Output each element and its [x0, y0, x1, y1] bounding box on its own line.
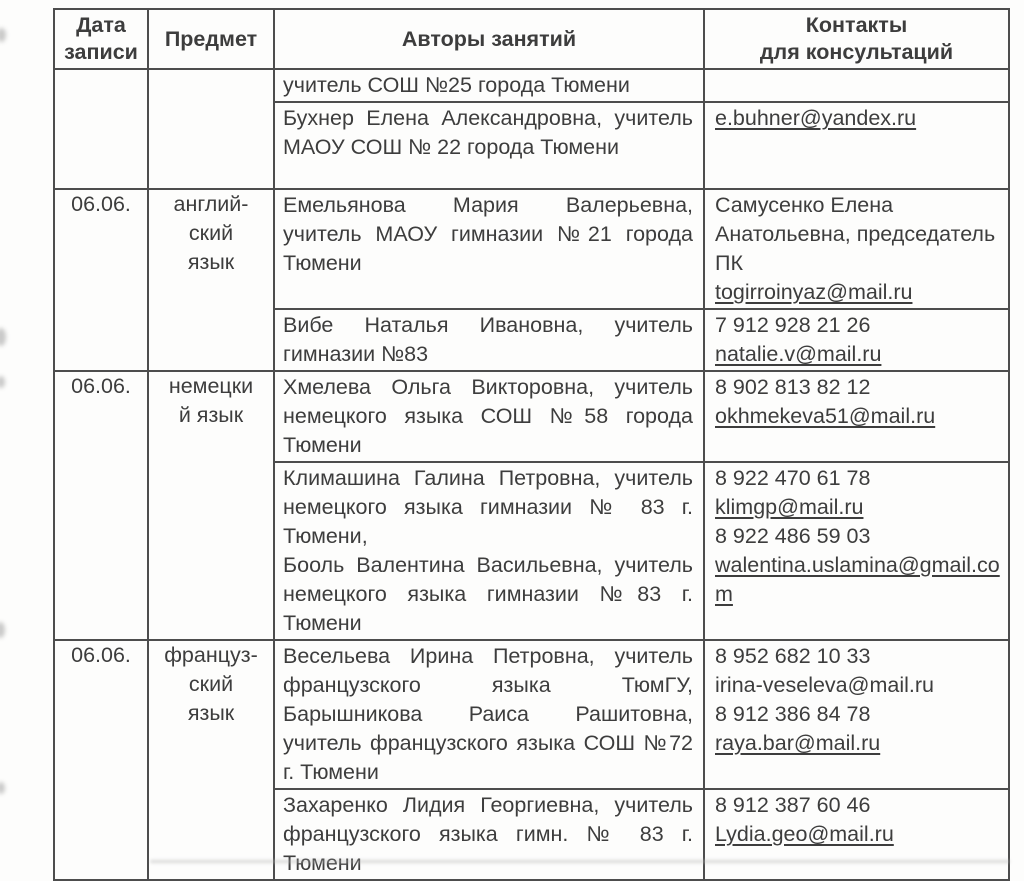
table-row: 06.06. англий- ский язык Емельянова Мари… [53, 188, 1010, 372]
col-header-contacts: Контакты для консультаций [703, 8, 1010, 70]
table-row: Вибе Наталья Ивановна, учитель гимназии … [54, 308, 1010, 372]
contact-line: 8 912 386 84 78 [715, 702, 871, 726]
contact-email-link: klimgp@mail.ru [715, 495, 864, 519]
scan-artifact [0, 782, 5, 794]
subject-cell: англий- ский язык [147, 188, 275, 372]
authors-cell: Бухнер Елена Александровна, учитель МАОУ… [273, 101, 705, 190]
contact-email-link: e.buhner@yandex.ru [715, 106, 917, 130]
authors-cell: Весельева Ирина Петровна, учитель францу… [273, 639, 705, 790]
subject-cell [147, 68, 275, 190]
authors-cell: Захаренко Лидия Георгиевна, учитель фран… [273, 788, 705, 881]
col-header-subject: Предмет [147, 8, 275, 70]
table-row: 06.06. француз- ский язык Весельева Ирин… [53, 639, 1010, 881]
table-row: 06.06. немецки й язык Хмелева Ольга Викт… [53, 370, 1010, 641]
contact-email-link: okhmekeva51@mail.ru [715, 404, 936, 428]
contact-email-link: togirroinyaz@mail.ru [715, 280, 913, 304]
scan-artifact [0, 28, 6, 42]
contacts-cell [703, 68, 1010, 103]
contacts-cell: 8 922 470 61 78 klimgp@mail.ru 8 922 486 5… [703, 461, 1010, 641]
authors-cell: учитель СОШ №25 города Тюмени [273, 68, 705, 103]
contacts-cell: 8 952 682 10 33 irina-veseleva@mail.ru 8 9… [703, 639, 1010, 790]
scan-artifact [0, 328, 6, 346]
contacts-cell: 8 902 813 82 12 okhmekeva51@mail.ru [703, 370, 1010, 463]
date-cell [53, 68, 149, 190]
table-row: Климашина Галина Петровна, учитель немец… [54, 461, 1010, 641]
contact-line: Самусенко Елена Анатольевна, председател… [715, 193, 996, 275]
authors-cell: Хмелева Ольга Викторовна, учитель немецк… [273, 370, 705, 463]
contact-line: 7 912 928 21 26 [715, 313, 871, 337]
contact-email-link: raya.bar@mail.ru [715, 731, 881, 755]
contacts-cell: e.buhner@yandex.ru [703, 101, 1010, 190]
contacts-cell: Самусенко Елена Анатольевна, председател… [703, 188, 1010, 310]
contact-email-link: walentina.uslamina@gmail.com [715, 553, 1000, 606]
table-row: учитель СОШ №25 города Тюмени [53, 68, 1010, 190]
date-cell: 06.06. [53, 370, 149, 641]
authors-cell: Климашина Галина Петровна, учитель немец… [273, 461, 705, 641]
contact-line: 8 922 470 61 78 [715, 466, 871, 490]
date-cell: 06.06. [53, 188, 149, 372]
subject-cell: немецки й язык [147, 370, 275, 641]
consultation-schedule-table: Дата записи Предмет Авторы занятий Конта… [53, 8, 1010, 881]
header-row: Дата записи Предмет Авторы занятий Конта… [53, 8, 1010, 70]
contacts-cell: 7 912 928 21 26 natalie.v@mail.ru [703, 308, 1010, 372]
authors-cell: Вибе Наталья Ивановна, учитель гимназии … [273, 308, 705, 372]
date-cell: 06.06. [53, 639, 149, 881]
col-header-date: Дата записи [53, 8, 149, 70]
table-row: Захаренко Лидия Георгиевна, учитель фран… [54, 788, 1010, 881]
scan-artifact [0, 376, 5, 388]
contact-line: 8 902 813 82 12 [715, 375, 871, 399]
contact-email-link: natalie.v@mail.ru [715, 342, 882, 366]
scan-artifact [150, 860, 1010, 863]
contact-line: 8 912 387 60 46 [715, 793, 871, 817]
contact-email-link: Lydia.geo@mail.ru [715, 822, 894, 846]
contacts-cell: 8 912 387 60 46 Lydia.geo@mail.ru [703, 788, 1010, 881]
contact-line: 8 952 682 10 33 [715, 644, 871, 668]
subject-cell: француз- ский язык [147, 639, 275, 881]
contact-line: 8 922 486 59 03 [715, 524, 871, 548]
authors-cell: Емельянова Мария Валерьевна, учитель МАО… [273, 188, 705, 310]
table-row: Бухнер Елена Александровна, учитель МАОУ… [54, 101, 1010, 190]
col-header-authors: Авторы занятий [273, 8, 705, 70]
contact-line: irina-veseleva@mail.ru [715, 673, 934, 697]
scan-artifact [0, 622, 5, 638]
